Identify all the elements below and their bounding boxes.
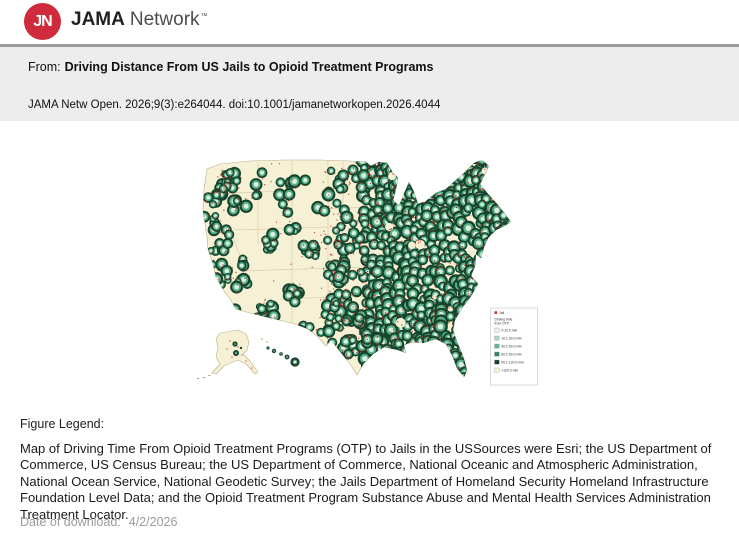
svg-text:Jail: Jail <box>499 311 504 315</box>
header-divider <box>0 44 739 47</box>
brand-network: Network <box>129 9 200 30</box>
article-title-line: From: Driving Distance From US Jails to O… <box>28 60 433 74</box>
svg-text:60.1-90.0 min: 60.1-90.0 min <box>501 352 522 356</box>
download-date-label: Date of download: <box>20 515 121 529</box>
svg-text:from OTP: from OTP <box>495 322 510 326</box>
svg-text:0-10.0 min: 0-10.0 min <box>501 328 517 332</box>
citation-band: From: Driving Distance From US Jails to O… <box>0 47 739 121</box>
trademark-symbol: ™ <box>200 12 208 20</box>
download-date: Date of download: 4/2/2026 <box>20 515 177 529</box>
figure-legend-text: Map of Driving Time From Opioid Treatmen… <box>20 441 712 522</box>
jama-network-logo: JN <box>24 3 61 40</box>
svg-text:90.1-120.0 min: 90.1-120.0 min <box>501 360 524 364</box>
figure-legend-heading: Figure Legend: <box>20 417 105 431</box>
article-citation: JAMA Netw Open. 2026;9(3):e264044. doi:1… <box>28 99 441 111</box>
article-title: Driving Distance From US Jails to Opioid… <box>64 60 434 74</box>
from-prefix: From: <box>28 60 61 74</box>
brand-text: JAMA Network™ <box>71 9 208 31</box>
svg-text:>120.0 min: >120.0 min <box>501 368 518 372</box>
logo-monogram: JN <box>33 12 52 30</box>
download-date-value: 4/2/2026 <box>128 515 178 529</box>
svg-text:10.1-30.0 min: 10.1-30.0 min <box>501 336 522 340</box>
brand-jama: JAMA <box>71 9 125 30</box>
figure-area: Jail Driving time from OTP 0-10.0 min 10.1-3… <box>0 121 739 417</box>
figure-legend-section: Figure Legend: Map of Driving Time From … <box>20 417 728 523</box>
svg-text:30.1-60.0 min: 30.1-60.0 min <box>501 344 522 348</box>
header: JN JAMA Network™ <box>0 0 739 44</box>
